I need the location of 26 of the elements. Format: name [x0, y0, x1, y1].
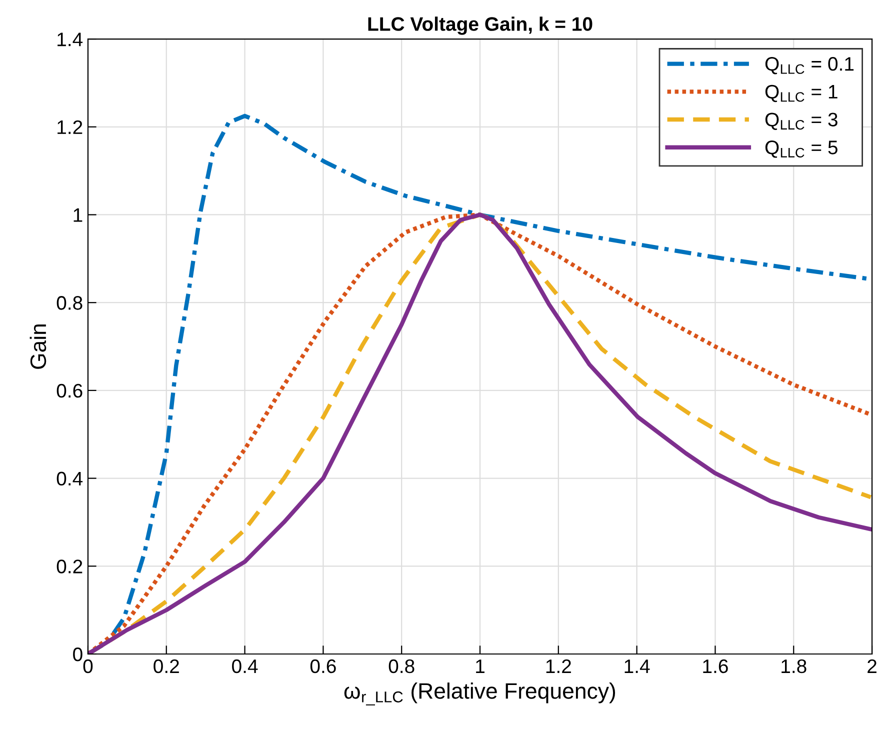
y-tick-label: 0.6 [56, 384, 82, 398]
chart-title: LLC Voltage Gain, k = 10 [368, 16, 592, 35]
x-tick-label: 1.6 [703, 659, 728, 674]
x-tick-label: 0.2 [154, 659, 179, 674]
x-tick-label: 1.2 [546, 659, 571, 673]
y-tick-label: 0.2 [56, 560, 82, 574]
y-tick-label: 1 [74, 208, 82, 222]
legend-label: Q$_{LLC}$ = 3 [765, 112, 838, 130]
y-tick-label: 0.4 [56, 472, 83, 486]
y-tick-label: 0.8 [56, 296, 82, 310]
x-tick-label: 1.8 [782, 659, 806, 674]
x-tick-label: 1 [476, 660, 484, 673]
x-tick-label: 0.6 [310, 659, 336, 674]
legend-label: Q$_{LLC}$ = 0.1 [765, 57, 854, 74]
x-tick-label: 0.8 [388, 659, 414, 674]
legend-label: Q$_{LLC}$ = 1 [765, 84, 838, 102]
x-axis-title: ω$_{r_LLC}$ (Relative Frequency) [344, 682, 616, 706]
y-axis-title: Gain [30, 324, 46, 369]
y-tick-label: 0 [73, 647, 82, 662]
x-tick-label: 2 [868, 659, 876, 673]
legend-label: Q$_{LLC}$ = 5 [765, 140, 838, 158]
x-tick-label: 0.4 [232, 659, 258, 674]
y-tick-label: 1.2 [58, 120, 82, 134]
y-tick-label: 1.4 [58, 32, 83, 46]
x-tick-label: 0 [83, 659, 93, 674]
x-tick-label: 1.4 [624, 660, 650, 673]
